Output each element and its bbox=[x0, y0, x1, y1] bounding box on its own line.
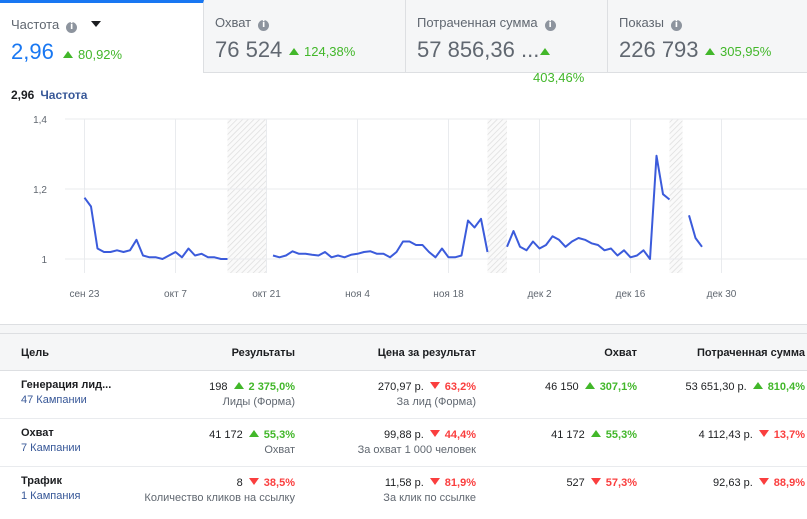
goals-table: Цель Результаты Цена за результат Охват … bbox=[0, 333, 807, 519]
trend-down-icon bbox=[429, 478, 440, 485]
cost-cell: 11,58 р. 81,9% bbox=[384, 477, 476, 489]
tab-reach[interactable]: Охват i 76 524 124,38% bbox=[204, 0, 406, 73]
tab-reach-label: Охват bbox=[215, 15, 252, 30]
y-tick-label: 1,2 bbox=[33, 185, 47, 196]
spent-cell: 4 112,43 р. 13,7% bbox=[698, 429, 805, 441]
x-tick-label: ноя 4 bbox=[345, 289, 370, 300]
trend-down-icon bbox=[758, 430, 769, 437]
trend-up-icon bbox=[590, 430, 601, 437]
goal-name[interactable]: Генерация лид... bbox=[21, 379, 112, 391]
trend-up-icon bbox=[233, 382, 244, 389]
chart-panel: 403,46% 2,96 Частота 1,4 1,2 1 сен 23 окт 7 ок… bbox=[0, 70, 807, 325]
table-row: Охват 7 Кампании 41 172 55,3% Охват 99,88 р. 4… bbox=[0, 419, 807, 467]
x-tick-label: окт 7 bbox=[164, 289, 187, 300]
spent-cell: 92,63 р. 88,9% bbox=[713, 477, 805, 489]
frequency-series-line bbox=[83, 197, 228, 260]
trend-up-icon bbox=[248, 430, 259, 437]
tab-impressions[interactable]: Показы i 226 793 305,95% bbox=[608, 0, 807, 73]
trend-up-icon bbox=[540, 48, 550, 55]
trend-down-icon bbox=[758, 478, 769, 485]
no-data-range bbox=[669, 119, 683, 273]
frequency-series-line bbox=[506, 154, 671, 260]
col-spent[interactable]: Потраченная сумма bbox=[696, 347, 805, 359]
tab-spent-label: Потраченная сумма bbox=[417, 15, 538, 30]
tab-spent-delta-icon bbox=[540, 44, 555, 59]
cost-type: За лид (Форма) bbox=[396, 396, 476, 408]
trend-down-icon bbox=[590, 478, 601, 485]
trend-up-icon bbox=[584, 382, 595, 389]
tab-reach-delta: 124,38% bbox=[289, 44, 355, 59]
info-icon[interactable]: i bbox=[258, 20, 270, 31]
y-tick-label: 1 bbox=[41, 255, 47, 266]
chart-header-label: Частота bbox=[40, 88, 88, 102]
results-type: Охват bbox=[264, 444, 295, 456]
tab-frequency-value: 2,96 bbox=[11, 39, 54, 64]
x-tick-label: окт 21 bbox=[252, 289, 281, 300]
x-tick-label: дек 30 bbox=[707, 289, 737, 300]
trend-down-icon bbox=[429, 382, 440, 389]
table-row: Генерация лид... 47 Кампании 198 2 375,0% Ли… bbox=[0, 371, 807, 419]
results-cell: 41 172 55,3% bbox=[209, 429, 295, 441]
spent-cell: 53 651,30 р. 810,4% bbox=[685, 381, 805, 393]
results-type: Количество кликов на ссылку bbox=[144, 492, 295, 504]
tab-impressions-delta: 305,95% bbox=[705, 44, 771, 59]
col-reach[interactable]: Охват bbox=[604, 347, 637, 359]
reach-cell: 41 172 55,3% bbox=[551, 429, 637, 441]
results-type: Лиды (Форма) bbox=[222, 396, 295, 408]
chart-header: 2,96 Частота bbox=[11, 88, 87, 102]
trend-up-icon bbox=[752, 382, 763, 389]
results-cell: 8 38,5% bbox=[236, 477, 295, 489]
x-tick-label: дек 2 bbox=[527, 289, 552, 300]
campaigns-link[interactable]: 47 Кампании bbox=[21, 394, 87, 406]
info-icon[interactable]: i bbox=[66, 22, 78, 33]
frequency-series-line bbox=[272, 217, 489, 259]
results-cell: 198 2 375,0% bbox=[209, 381, 295, 393]
tab-impressions-value: 226 793 bbox=[619, 37, 699, 62]
frequency-line-chart[interactable]: 1,4 1,2 1 сен 23 окт 7 окт 21 ноя 4 ноя 18 дек 2… bbox=[0, 73, 807, 325]
tab-reach-value: 76 524 bbox=[215, 37, 283, 62]
tab-frequency-delta: 80,92% bbox=[63, 47, 122, 62]
col-results[interactable]: Результаты bbox=[231, 347, 295, 359]
trend-up-icon bbox=[705, 48, 715, 55]
metric-tabs: Частота i 2,96 80,92% Охват i 76 524 124,3… bbox=[0, 0, 807, 73]
tab-spent-delta: 403,46% bbox=[533, 70, 585, 85]
caret-down-icon[interactable] bbox=[91, 21, 102, 27]
no-data-range bbox=[487, 119, 507, 273]
trend-up-icon bbox=[289, 48, 299, 55]
goal-name[interactable]: Трафик bbox=[21, 475, 63, 487]
goal-name[interactable]: Охват bbox=[21, 427, 54, 439]
col-cost[interactable]: Цена за результат bbox=[377, 347, 476, 359]
trend-down-icon bbox=[429, 430, 440, 437]
trend-down-icon bbox=[248, 478, 259, 485]
chart-header-value: 2,96 bbox=[11, 88, 35, 102]
campaigns-link[interactable]: 1 Кампания bbox=[21, 490, 81, 502]
info-icon[interactable]: i bbox=[544, 20, 556, 31]
y-tick-label: 1,4 bbox=[33, 115, 47, 126]
cost-type: За клик по ссылке bbox=[383, 492, 476, 504]
campaigns-link[interactable]: 7 Кампании bbox=[21, 442, 81, 454]
cost-type: За охват 1 000 человек bbox=[357, 444, 476, 456]
info-icon[interactable]: i bbox=[670, 20, 682, 31]
tab-spent[interactable]: Потраченная сумма i 57 856,36 ... bbox=[406, 0, 608, 73]
col-goal[interactable]: Цель bbox=[21, 347, 50, 359]
tab-spent-value: 57 856,36 ... bbox=[417, 37, 540, 62]
x-tick-label: ноя 18 bbox=[433, 289, 464, 300]
table-row: Трафик 1 Кампания 8 38,5% Количество кликов … bbox=[0, 467, 807, 515]
cost-cell: 270,97 р. 63,2% bbox=[377, 381, 476, 393]
reach-cell: 46 150 307,1% bbox=[545, 381, 637, 393]
reach-cell: 527 57,3% bbox=[566, 477, 637, 489]
tab-impressions-label: Показы bbox=[619, 15, 664, 30]
table-header: Цель Результаты Цена за результат Охват … bbox=[0, 334, 807, 371]
x-tick-label: сен 23 bbox=[70, 289, 100, 300]
cost-cell: 99,88 р. 44,4% bbox=[384, 429, 476, 441]
frequency-series-line bbox=[688, 215, 703, 248]
tab-frequency-label: Частота bbox=[11, 17, 60, 32]
no-data-range bbox=[227, 119, 267, 273]
tab-frequency[interactable]: Частота i 2,96 80,92% bbox=[0, 0, 204, 73]
x-tick-label: дек 16 bbox=[616, 289, 646, 300]
trend-up-icon bbox=[63, 51, 73, 58]
